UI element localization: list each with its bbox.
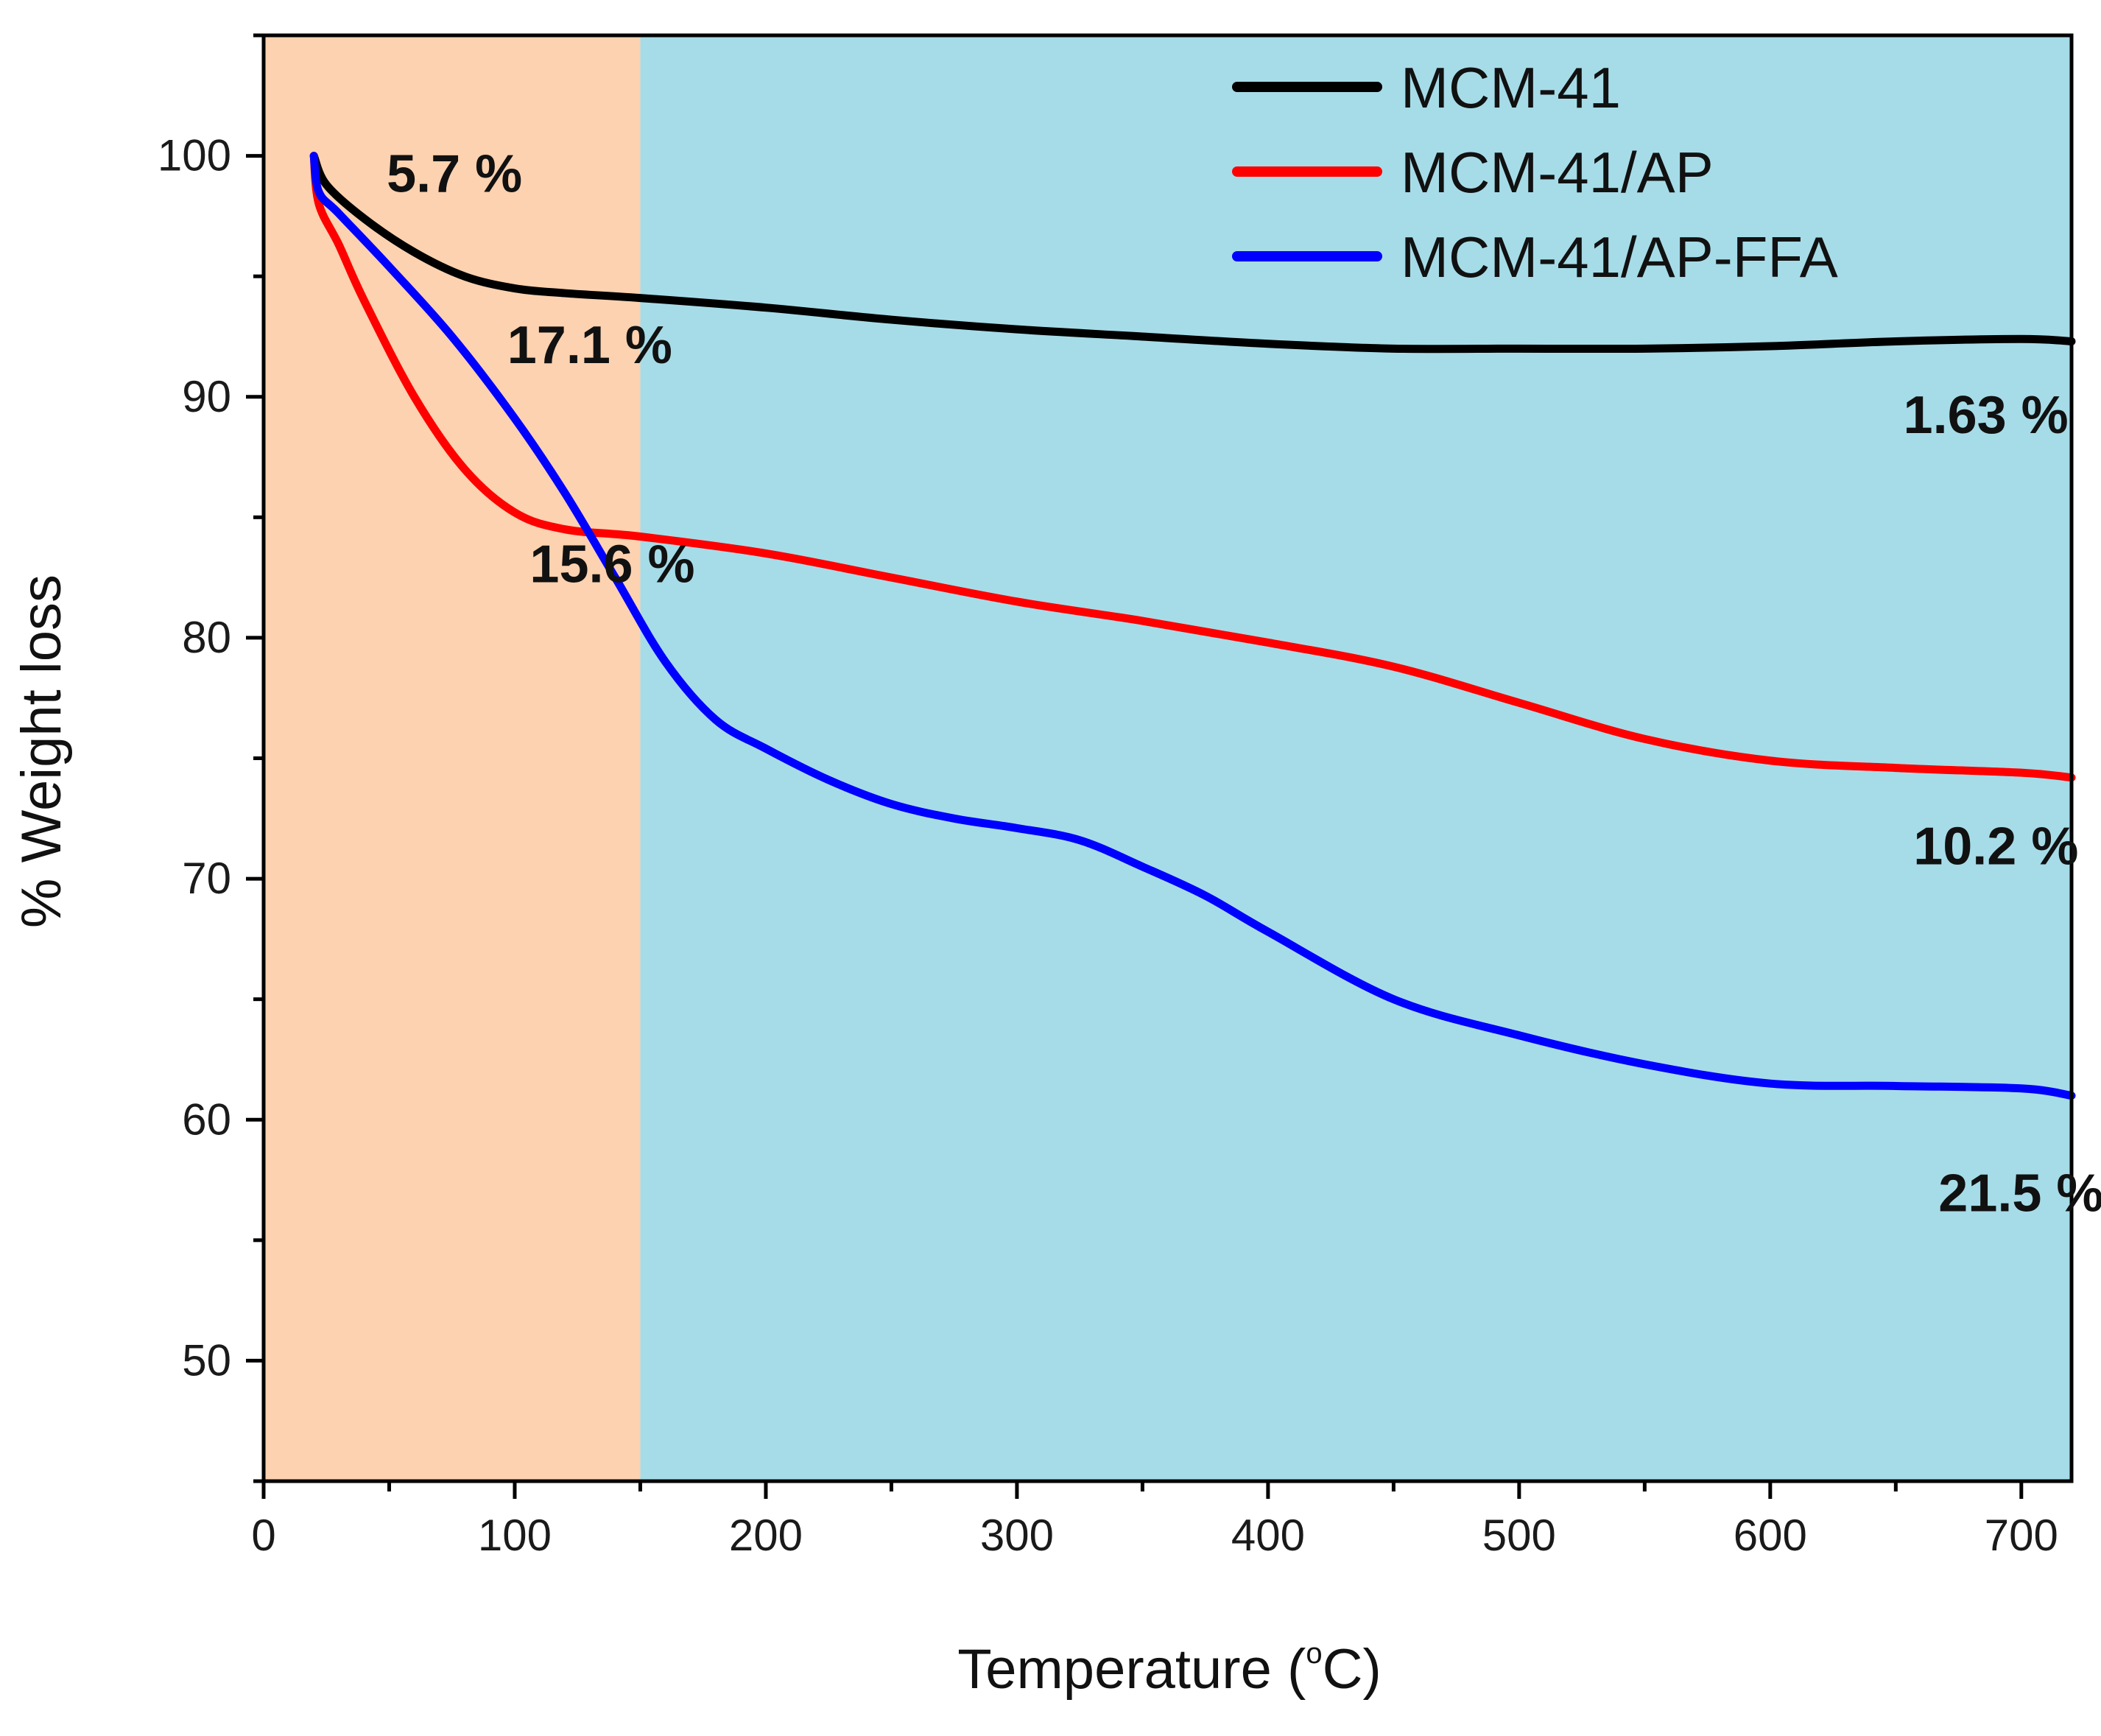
x-tick-label: 300 [980, 1511, 1054, 1560]
x-tick-label: 700 [1985, 1511, 2058, 1560]
x-axis-title-unit: C) [1323, 1638, 1382, 1701]
x-axis-title-main: Temperature ( [957, 1638, 1306, 1701]
series-lines [309, 152, 2076, 1100]
x-axis-title: Temperature (oC) [957, 1637, 1382, 1701]
axis-ticks [246, 33, 2024, 1499]
annotation-label: 10.2 % [1913, 817, 2078, 876]
region-0 [264, 35, 641, 1481]
x-tick-label: 400 [1231, 1511, 1305, 1560]
annotation-label: 15.6 % [529, 535, 694, 594]
tick-labels: 0 100 200 300 400 500 600 700 50 60 70 80 90 100 [158, 131, 2058, 1560]
background-regions [264, 35, 2072, 1481]
y-tick-label: 50 [182, 1335, 231, 1385]
y-tick-label: 100 [158, 131, 231, 180]
series-line-mcm-41-ap [309, 152, 2076, 782]
y-axis-title: % Weight loss [10, 574, 73, 928]
annotation-label: 5.7 % [387, 145, 522, 204]
x-tick-label: 200 [729, 1511, 803, 1560]
y-tick-label: 60 [182, 1094, 231, 1144]
annotation-label: 1.63 % [1904, 386, 2069, 445]
y-tick-label: 70 [182, 854, 231, 903]
y-tick-label: 80 [182, 613, 231, 662]
legend-label: MCM-41/AP [1401, 140, 1714, 205]
annotation-label: 17.1 % [507, 316, 672, 375]
region-1 [640, 35, 2072, 1481]
x-tick-label: 100 [478, 1511, 552, 1560]
series-line-mcm-41-ap-ffa [309, 152, 2076, 1100]
x-tick-label: 600 [1734, 1511, 1807, 1560]
weight-loss-annotations: 5.7 % 17.1 % 15.6 % 1.63 % 10.2 % 21.5 % [387, 145, 2101, 1223]
legend: MCM-41 MCM-41/AP MCM-41/AP-FFA [1232, 55, 1838, 289]
legend-label: MCM-41/AP-FFA [1401, 225, 1838, 289]
series-line-mcm-41 [309, 152, 2076, 354]
x-axis-title-degree: o [1306, 1637, 1322, 1670]
y-tick-label: 90 [182, 372, 231, 421]
x-tick-label: 500 [1482, 1511, 1556, 1560]
x-tick-label: 0 [251, 1511, 275, 1560]
legend-label: MCM-41 [1401, 55, 1621, 120]
annotation-label: 21.5 % [1938, 1164, 2101, 1223]
